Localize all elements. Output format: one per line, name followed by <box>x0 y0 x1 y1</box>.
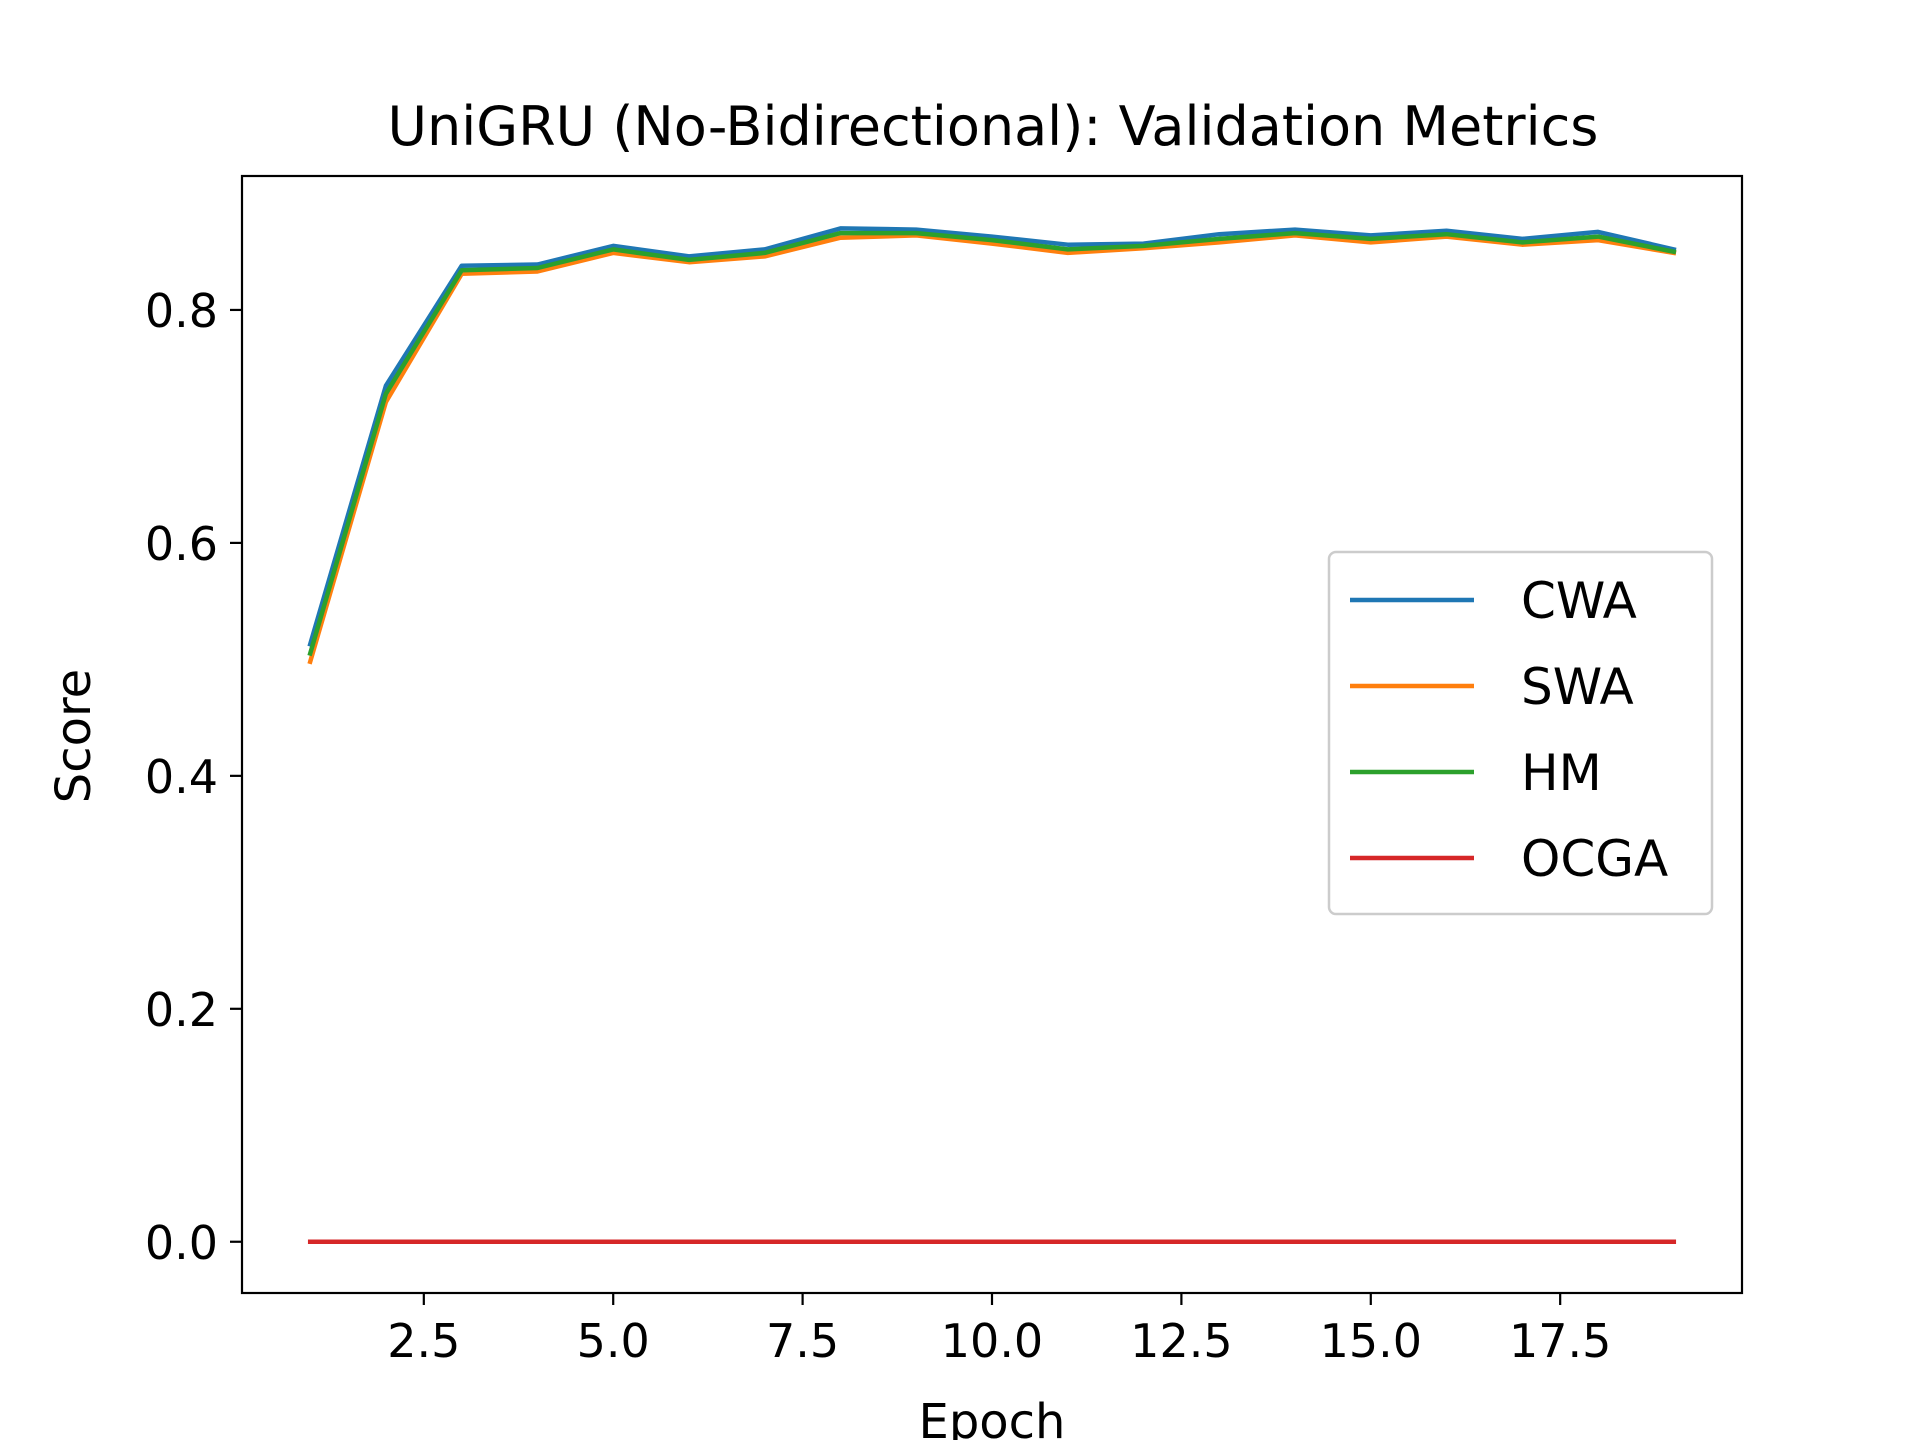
x-tick-label: 12.5 <box>1130 1314 1232 1368</box>
x-tick-label: 5.0 <box>577 1314 650 1368</box>
plot-frame <box>240 174 1744 1295</box>
y-tick-label: 0.8 <box>145 284 218 338</box>
chart-title: UniGRU (No-Bidirectional): Validation Me… <box>388 95 1599 158</box>
y-tick-label: 0.6 <box>145 517 218 571</box>
legend-label-cwa: CWA <box>1521 572 1637 630</box>
y-axis-label: Score <box>46 669 102 803</box>
y-tick-label: 0.0 <box>145 1216 218 1270</box>
legend-label-hm: HM <box>1521 744 1602 802</box>
x-tick-label: 2.5 <box>387 1314 460 1368</box>
series-lines <box>307 226 1677 1245</box>
series-line-hm <box>307 230 1677 657</box>
y-tick-label: 0.2 <box>145 983 218 1037</box>
legend-label-swa: SWA <box>1521 658 1634 716</box>
y-axis-ticks: 0.0 0.2 0.4 0.6 0.8 <box>145 284 242 1270</box>
x-tick-label: 17.5 <box>1509 1314 1611 1368</box>
x-tick-label: 15.0 <box>1320 1314 1422 1368</box>
x-tick-label: 7.5 <box>766 1314 839 1368</box>
legend-frame <box>1327 550 1714 916</box>
series-line-cwa <box>307 226 1677 647</box>
legend: CWA SWA HM OCGA <box>1327 550 1714 916</box>
y-tick-label: 0.4 <box>145 750 218 804</box>
legend-label-ocga: OCGA <box>1521 830 1668 888</box>
x-axis-ticks: 2.5 5.0 7.5 10.0 12.5 15.0 17.5 <box>387 1293 1611 1368</box>
x-axis-label: Epoch <box>919 1394 1066 1440</box>
x-tick-label: 10.0 <box>941 1314 1043 1368</box>
series-line-swa <box>307 233 1677 665</box>
